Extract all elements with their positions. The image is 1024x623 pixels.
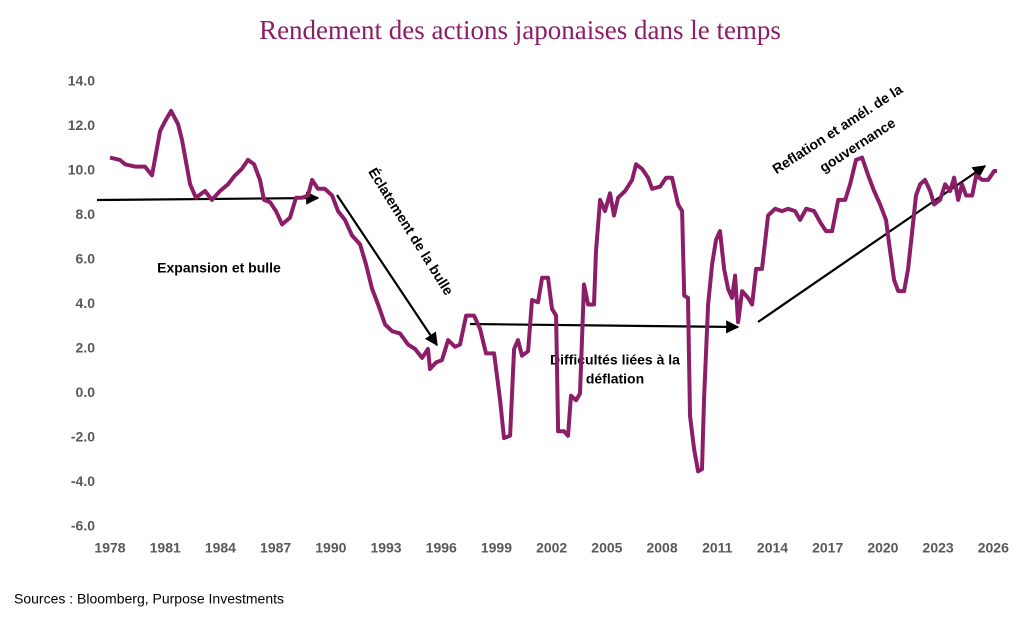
x-tick-label: 2008 [646, 540, 677, 556]
arrow [96, 191, 320, 205]
x-tick-label: 2005 [591, 540, 622, 556]
x-tick-label: 1987 [260, 540, 291, 556]
x-tick-label: 1999 [481, 540, 512, 556]
y-tick-label: -4.0 [71, 473, 95, 489]
y-tick-label: 8.0 [76, 206, 96, 222]
x-tick-label: 2026 [978, 540, 1009, 556]
x-tick-label: 1984 [205, 540, 236, 556]
y-tick-label: 10.0 [68, 162, 95, 178]
arrow [469, 320, 740, 334]
x-tick-label: 2020 [867, 540, 898, 556]
annotation: déflation [586, 371, 644, 387]
y-tick-label: 12.0 [68, 117, 95, 133]
y-tick-label: 14.0 [68, 73, 95, 89]
source-note: Sources : Bloomberg, Purpose Investments [14, 591, 284, 607]
y-tick-label: 2.0 [76, 340, 96, 356]
line-series [109, 108, 997, 474]
x-tick-label: 2017 [812, 540, 843, 556]
x-tick-label: 1978 [94, 540, 125, 556]
x-tick-label: 1993 [370, 540, 401, 556]
annotation: Éclatement de la bulle [365, 165, 457, 298]
y-tick-label: 4.0 [76, 295, 96, 311]
x-tick-label: 2014 [757, 540, 788, 556]
chart-title: Rendement des actions japonaises dans le… [259, 15, 781, 45]
x-tick-label: 2011 [702, 540, 733, 556]
y-tick-label: -6.0 [71, 518, 95, 534]
annotation: Difficultés liées à la [550, 352, 680, 368]
x-tick-label: 1990 [315, 540, 346, 556]
x-tick-label: 1996 [426, 540, 457, 556]
x-tick-label: 2023 [923, 540, 954, 556]
y-tick-label: 0.0 [76, 384, 96, 400]
y-tick-label: 6.0 [76, 251, 96, 267]
x-tick-label: 2002 [536, 540, 567, 556]
y-tick-label: -2.0 [71, 429, 95, 445]
x-tick-label: 1981 [150, 540, 181, 556]
arrow [757, 165, 987, 323]
annotation: Expansion et bulle [157, 260, 281, 276]
arrow [336, 194, 438, 347]
